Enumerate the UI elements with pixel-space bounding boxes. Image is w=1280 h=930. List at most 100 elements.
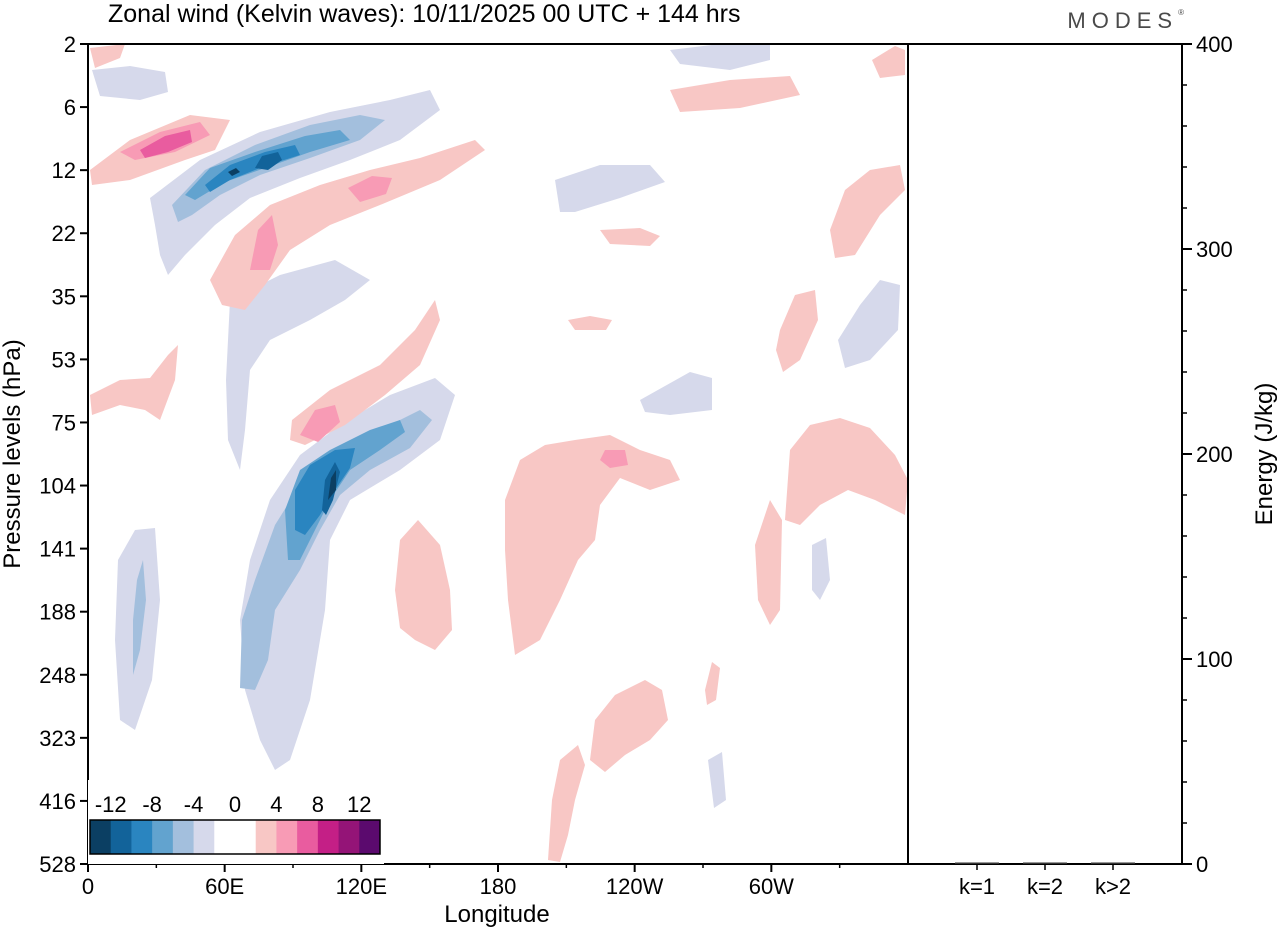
energy-category-label: k>2 bbox=[1095, 874, 1131, 899]
y-tick-label: 22 bbox=[52, 221, 76, 246]
colorbar-label: 0 bbox=[229, 792, 241, 817]
contour-pos-trop-tongue bbox=[548, 745, 585, 862]
energy-category-label: k=2 bbox=[1027, 874, 1063, 899]
colorbar-swatch bbox=[110, 820, 132, 854]
contour-neg-lower-core-l6 bbox=[328, 470, 336, 500]
energy-bars bbox=[955, 862, 1135, 864]
contour-pos-trop-blob bbox=[590, 680, 668, 772]
x-tick-label: 120E bbox=[336, 874, 387, 899]
energy-tick-label: 200 bbox=[1196, 442, 1233, 467]
colorbar-swatch bbox=[235, 820, 257, 854]
contour-neg-strat-streak bbox=[226, 260, 370, 470]
y-tick-label: 528 bbox=[39, 852, 76, 877]
contour-pos-eastern-pacific bbox=[785, 418, 908, 525]
y-tick-label: 12 bbox=[52, 158, 76, 183]
contour-neg-small-b bbox=[812, 538, 830, 600]
energy-tick-label: 300 bbox=[1196, 237, 1233, 262]
contour-pos-west-drift bbox=[755, 500, 782, 625]
contour-neg-trop-tail-l2 bbox=[133, 560, 146, 675]
y-axis: 2 6 12 22 35 53 75 104 141 188 248 323 416 528 bbox=[39, 32, 88, 877]
contour-neg-top-right bbox=[670, 44, 770, 70]
y-tick-label: 188 bbox=[39, 600, 76, 625]
colorbar-label: -4 bbox=[184, 792, 204, 817]
colorbar-swatch bbox=[152, 820, 174, 854]
energy-axis: 0 100 200 300 400 bbox=[1182, 32, 1233, 877]
colorbar-label: -8 bbox=[142, 792, 162, 817]
contour-neg-upper-band bbox=[150, 90, 440, 275]
contour-pos-dateline bbox=[395, 520, 452, 650]
energy-bar bbox=[1023, 862, 1067, 864]
contour-pos-small-d bbox=[568, 316, 612, 330]
contour-layer-outer bbox=[90, 44, 908, 862]
brand-text: MODES bbox=[1067, 8, 1179, 33]
contour-pos-top-right bbox=[670, 76, 800, 112]
y-tick-label: 141 bbox=[39, 537, 76, 562]
colorbar-label: 12 bbox=[347, 792, 371, 817]
contour-neg-upper-core-l6 bbox=[228, 168, 240, 176]
contour-pos-left-edge bbox=[90, 345, 178, 420]
contour-neg-lower-band-l3 bbox=[285, 420, 405, 560]
contour-pos-central-pacific bbox=[505, 435, 680, 655]
contour-pos-east-top bbox=[872, 46, 905, 78]
energy-axis-label: Energy (J/kg) bbox=[1251, 383, 1278, 526]
y-tick-label: 323 bbox=[39, 726, 76, 751]
chart-title: Zonal wind (Kelvin waves): 10/11/2025 00… bbox=[108, 0, 741, 28]
brand-logo: MODES® bbox=[1067, 8, 1184, 33]
x-tick-label: 180 bbox=[480, 874, 517, 899]
energy-bar bbox=[955, 862, 999, 864]
x-tick-label: 60E bbox=[205, 874, 244, 899]
contour-pos-east-upper bbox=[830, 165, 905, 258]
contour-pos-east-l2 bbox=[348, 176, 392, 202]
contour-pos-small-b bbox=[776, 290, 818, 372]
colorbar-border bbox=[89, 819, 381, 855]
energy-bar bbox=[1091, 862, 1135, 864]
energy-tick-label: 0 bbox=[1196, 852, 1208, 877]
colorbar-label: 4 bbox=[270, 792, 282, 817]
contour-neg-mid-drift bbox=[555, 165, 665, 212]
y-tick-label: 6 bbox=[64, 95, 76, 120]
y-tick-label: 416 bbox=[39, 789, 76, 814]
colorbar-swatch bbox=[214, 820, 236, 854]
x-tick-label: 0 bbox=[82, 874, 94, 899]
energy-panel-frame bbox=[907, 43, 1183, 865]
colorbar-swatch bbox=[276, 820, 298, 854]
contour-pos-upper-l3 bbox=[140, 130, 192, 158]
contour-neg-small-c bbox=[708, 752, 726, 808]
energy-category-label: k=1 bbox=[959, 874, 995, 899]
energy-tick-label: 400 bbox=[1196, 32, 1233, 57]
colorbar-swatch bbox=[338, 820, 360, 854]
colorbar-swatch bbox=[255, 820, 277, 854]
x-tick-label: 120W bbox=[606, 874, 664, 899]
colorbar-swatch bbox=[297, 820, 319, 854]
energy-tick-label: 100 bbox=[1196, 647, 1233, 672]
y-tick-label: 104 bbox=[39, 474, 76, 499]
y-tick-label: 75 bbox=[52, 410, 76, 435]
contour-pos-small-a bbox=[600, 228, 660, 246]
contour-field bbox=[90, 44, 908, 862]
x-axis: 0 60E 120E 180 120W 60W bbox=[82, 864, 841, 899]
y-tick-label: 248 bbox=[39, 663, 76, 688]
contour-pos-small-c bbox=[705, 662, 720, 705]
contour-neg-top-left bbox=[92, 66, 168, 100]
contour-pos-top-left bbox=[90, 44, 125, 68]
contour-neg-east bbox=[838, 280, 900, 368]
colorbar-swatch bbox=[172, 820, 195, 854]
contour-pos-strat-slant bbox=[210, 140, 485, 310]
contour-layer-core bbox=[205, 145, 355, 535]
contour-pos-pacific-l2 bbox=[600, 450, 628, 468]
energy-categories: k=1 k=2 k>2 bbox=[959, 864, 1131, 899]
y-tick-label: 35 bbox=[52, 284, 76, 309]
contour-pos-strat-l2 bbox=[250, 215, 278, 270]
colorbar-label: -12 bbox=[95, 792, 127, 817]
colorbar-label: 8 bbox=[312, 792, 324, 817]
y-tick-label: 2 bbox=[64, 32, 76, 57]
colorbar-swatch bbox=[317, 820, 340, 854]
colorbar-swatch bbox=[90, 820, 112, 854]
y-tick-label: 53 bbox=[52, 347, 76, 372]
contour-neg-small-a bbox=[640, 372, 712, 415]
x-axis-label: Longitude bbox=[444, 901, 549, 928]
colorbar: -12 -8 -4 0 4 8 12 bbox=[88, 780, 384, 864]
contour-neg-upper-core-l5 bbox=[255, 152, 282, 170]
colorbar-swatch bbox=[193, 820, 215, 854]
